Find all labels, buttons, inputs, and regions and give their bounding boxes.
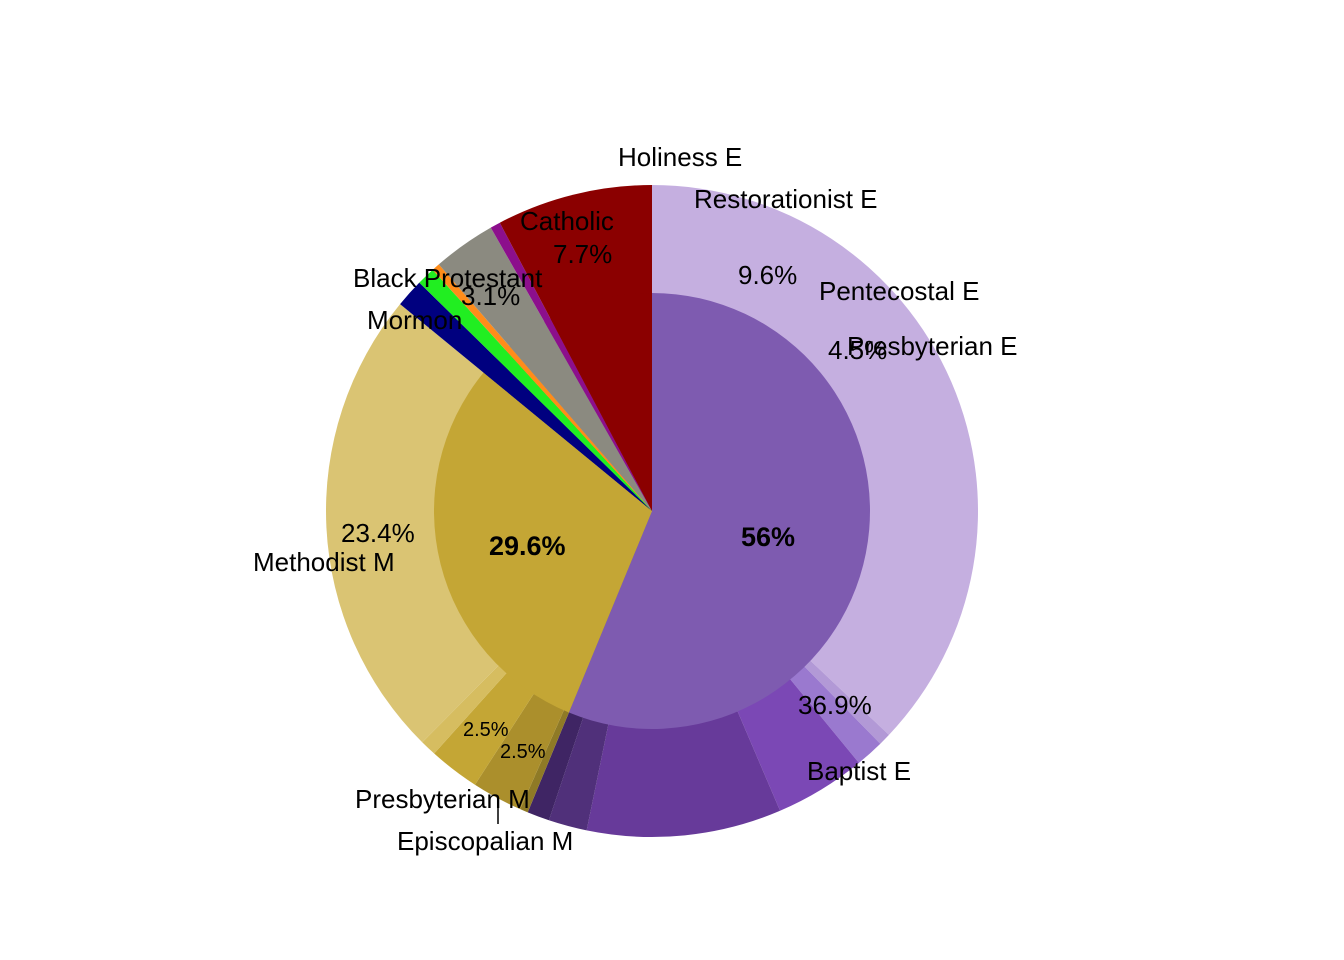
label-presbyterian-e: Presbyterian E: [847, 331, 1018, 361]
pct-label-gray: 3.1%: [461, 281, 520, 311]
inner-slice-other-purple: [544, 318, 652, 511]
label-baptist-e: Baptist E: [807, 756, 911, 786]
pct-label-presbyterian-m: 2.5%: [463, 719, 509, 741]
label-holiness-e: Holiness E: [618, 142, 742, 172]
pct-label-evangelical: 56%: [741, 522, 795, 552]
inner-slice-other-gray: [509, 321, 652, 511]
pct-label-mainline-2-5: 2.5%: [500, 741, 546, 763]
inner-slice-evangelical: [568, 293, 871, 729]
label-catholic: Catholic: [520, 206, 614, 236]
inner-slice-other-small: [505, 346, 652, 511]
inner-slice-black-protestant: [483, 358, 652, 511]
label-black-protestant: Black Protestant: [353, 263, 543, 293]
pct-label-catholic: 7.7%: [553, 239, 612, 269]
pct-label-pentecostal: 4.5%: [828, 335, 887, 365]
label-restorationist-e: Restorationist E: [694, 184, 878, 214]
label-pentecostal-e: Pentecostal E: [819, 276, 979, 306]
label-mormon: Mormon: [367, 305, 462, 335]
pct-label-baptist: 36.9%: [798, 690, 872, 720]
label-episcopalian-m: Episcopalian M: [397, 826, 573, 856]
pct-label-methodist: 23.4%: [341, 518, 415, 548]
inner-slice-mainline: [434, 372, 652, 713]
pct-label-mainline: 29.6%: [489, 531, 566, 561]
inner-ring: [434, 293, 871, 729]
label-presbyterian-m: Presbyterian M: [355, 784, 530, 814]
pct-label-9-6: 9.6%: [738, 260, 797, 290]
inner-slice-catholic: [550, 293, 652, 511]
inner-slice-mormon: [496, 349, 652, 511]
label-methodist-m: Methodist M: [253, 547, 395, 577]
